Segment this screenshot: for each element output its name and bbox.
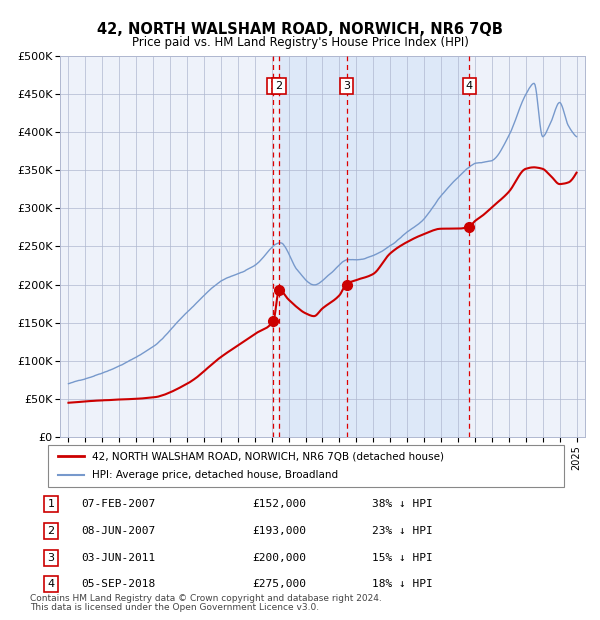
Text: 18% ↓ HPI: 18% ↓ HPI: [372, 579, 433, 590]
Text: 42, NORTH WALSHAM ROAD, NORWICH, NR6 7QB: 42, NORTH WALSHAM ROAD, NORWICH, NR6 7QB: [97, 22, 503, 37]
Text: £275,000: £275,000: [252, 579, 306, 590]
Text: 4: 4: [47, 579, 55, 590]
Text: 23% ↓ HPI: 23% ↓ HPI: [372, 526, 433, 536]
Text: 07-FEB-2007: 07-FEB-2007: [81, 499, 155, 510]
Text: 4: 4: [466, 81, 473, 91]
Text: 05-SEP-2018: 05-SEP-2018: [81, 579, 155, 590]
Text: 1: 1: [270, 81, 277, 91]
Text: 3: 3: [343, 81, 350, 91]
Text: Price paid vs. HM Land Registry's House Price Index (HPI): Price paid vs. HM Land Registry's House …: [131, 36, 469, 49]
Text: 2: 2: [275, 81, 283, 91]
Text: £152,000: £152,000: [252, 499, 306, 510]
Text: £200,000: £200,000: [252, 552, 306, 563]
Text: 08-JUN-2007: 08-JUN-2007: [81, 526, 155, 536]
FancyBboxPatch shape: [48, 445, 564, 487]
Text: 03-JUN-2011: 03-JUN-2011: [81, 552, 155, 563]
Text: 42, NORTH WALSHAM ROAD, NORWICH, NR6 7QB (detached house): 42, NORTH WALSHAM ROAD, NORWICH, NR6 7QB…: [92, 451, 444, 461]
Text: Contains HM Land Registry data © Crown copyright and database right 2024.: Contains HM Land Registry data © Crown c…: [30, 593, 382, 603]
Text: 38% ↓ HPI: 38% ↓ HPI: [372, 499, 433, 510]
Text: 1: 1: [47, 499, 55, 510]
Text: 2: 2: [47, 526, 55, 536]
Text: HPI: Average price, detached house, Broadland: HPI: Average price, detached house, Broa…: [92, 470, 338, 480]
Text: 3: 3: [47, 552, 55, 563]
Bar: [279, 56, 469, 437]
Text: £193,000: £193,000: [252, 526, 306, 536]
Text: This data is licensed under the Open Government Licence v3.0.: This data is licensed under the Open Gov…: [30, 603, 319, 612]
Text: 15% ↓ HPI: 15% ↓ HPI: [372, 552, 433, 563]
